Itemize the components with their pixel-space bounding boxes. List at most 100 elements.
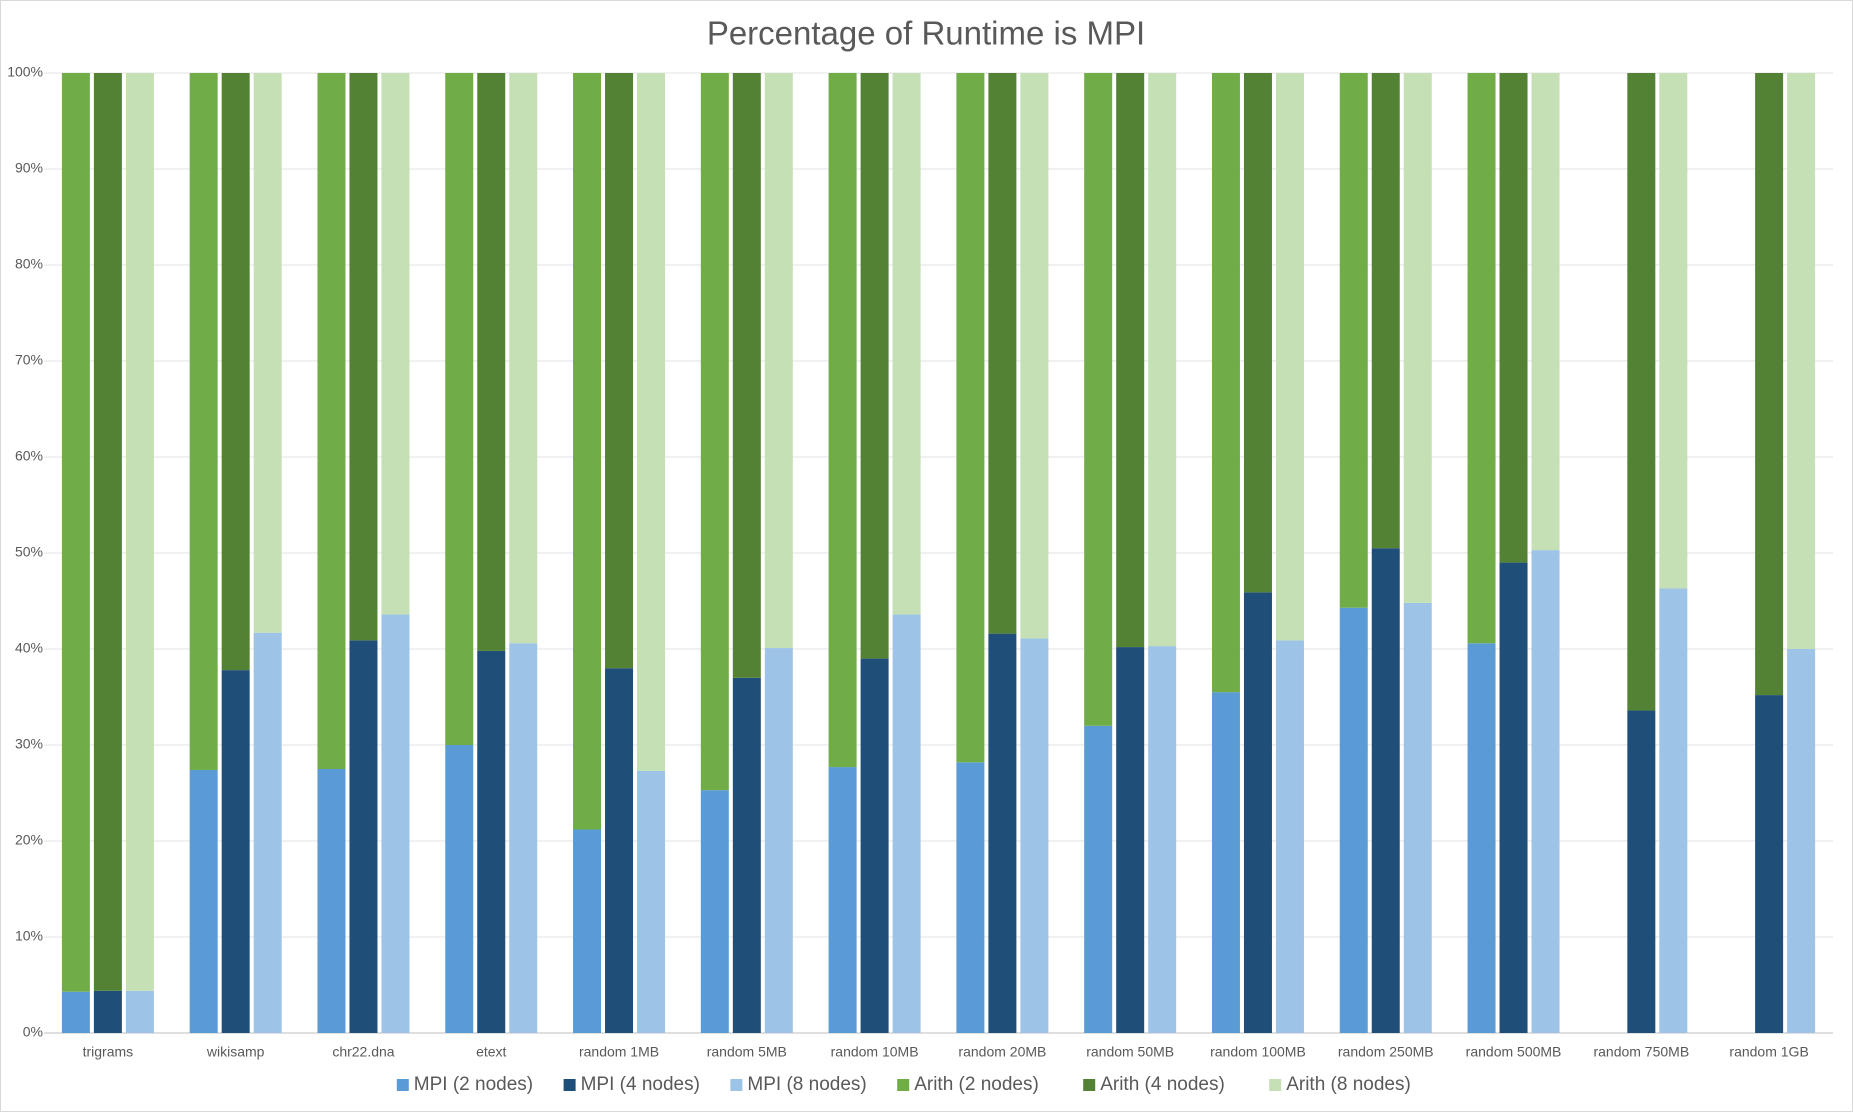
bar-segment — [381, 614, 410, 1033]
bar-segment — [637, 770, 666, 1033]
x-tick-label: random 10MB — [831, 1044, 919, 1060]
bar-segment — [828, 767, 857, 1033]
legend-swatch — [396, 1079, 409, 1091]
bar-segment — [317, 73, 346, 769]
y-tick-label: 70% — [15, 352, 43, 368]
bar-segment — [732, 73, 761, 678]
bar-segment — [93, 990, 122, 1033]
bar-segment — [764, 648, 793, 1033]
x-tick-label: random 500MB — [1466, 1044, 1562, 1060]
bar-segment — [1275, 640, 1304, 1033]
legend-swatch — [563, 1079, 576, 1091]
bar-segment — [956, 762, 985, 1033]
x-tick-label: random 250MB — [1338, 1044, 1434, 1060]
bar-segment — [189, 769, 218, 1033]
legend-label: MPI (8 nodes) — [747, 1074, 866, 1095]
bar-segment — [61, 991, 90, 1033]
bar-segment — [1339, 73, 1368, 608]
legend-label: MPI (4 nodes) — [581, 1074, 700, 1095]
bar-segment — [988, 633, 1017, 1033]
bar-segment — [381, 73, 410, 615]
bar-segment — [700, 790, 729, 1033]
bar-segment — [125, 73, 154, 991]
y-tick-label: 80% — [15, 256, 43, 272]
bar-segment — [317, 769, 346, 1033]
bar-segment — [1339, 607, 1368, 1033]
bar-segment — [1787, 649, 1816, 1033]
bar-segment — [509, 643, 538, 1033]
y-tick-label: 60% — [15, 448, 43, 464]
bar-segment — [253, 632, 282, 1033]
bar-segment — [1211, 692, 1240, 1033]
bar-segment — [892, 614, 921, 1033]
bar-segment — [1116, 73, 1145, 648]
bar-segment — [1627, 710, 1656, 1033]
bar-segment — [1116, 647, 1145, 1033]
bar-segment — [573, 829, 602, 1033]
bar-segment — [1084, 73, 1113, 726]
bar-segment — [349, 640, 378, 1033]
bar-segment — [828, 73, 857, 768]
bar-segment — [253, 73, 282, 633]
bar-segment — [1211, 73, 1240, 693]
bar-segment — [93, 73, 122, 991]
bar-segment — [1275, 73, 1304, 641]
bar-segment — [1627, 73, 1656, 711]
bar-segment — [764, 73, 793, 649]
bar-segment — [892, 73, 921, 615]
bar-segment — [1755, 695, 1784, 1033]
legend-label: Arith (2 nodes) — [914, 1074, 1039, 1095]
bar-segment — [1499, 562, 1528, 1033]
bar-segment — [1403, 602, 1432, 1033]
y-tick-label: 40% — [15, 640, 43, 656]
bar-segment — [1499, 73, 1528, 563]
bar-segment — [221, 670, 250, 1033]
bar-segment — [1020, 73, 1049, 639]
bar-segment — [1531, 73, 1560, 551]
bar-segment — [1755, 73, 1784, 696]
y-tick-label: 20% — [15, 832, 43, 848]
x-tick-label: random 100MB — [1210, 1044, 1306, 1060]
bar-segment — [1084, 725, 1113, 1033]
bar-segment — [1243, 73, 1272, 593]
bar-segment — [700, 73, 729, 791]
x-tick-label: random 1GB — [1729, 1044, 1808, 1060]
bar-segment — [1467, 643, 1496, 1033]
bar-segment — [1787, 73, 1816, 649]
bar-segment — [1371, 548, 1400, 1033]
y-tick-label: 100% — [7, 64, 43, 80]
x-tick-label: etext — [476, 1044, 506, 1060]
y-tick-label: 90% — [15, 160, 43, 176]
bar-segment — [1371, 73, 1400, 549]
y-tick-label: 30% — [15, 736, 43, 752]
bar-segment — [988, 73, 1017, 634]
x-tick-label: trigrams — [83, 1044, 134, 1060]
x-tick-label: chr22.dna — [332, 1044, 394, 1060]
bar-segment — [732, 677, 761, 1033]
bar-segment — [477, 73, 506, 651]
bar-segment — [1659, 73, 1688, 589]
bar-segment — [1020, 638, 1049, 1033]
bar-segment — [1531, 550, 1560, 1033]
y-tick-label: 10% — [15, 928, 43, 944]
legend-label: Arith (8 nodes) — [1286, 1074, 1411, 1095]
chart-title: Percentage of Runtime is MPI — [707, 15, 1145, 52]
bar-segment — [189, 73, 218, 770]
bar-segment — [1243, 592, 1272, 1033]
bar-segment — [509, 73, 538, 644]
bar-segment — [956, 73, 985, 763]
bar-segment — [61, 73, 90, 992]
bar-segment — [637, 73, 666, 771]
legend-swatch — [1083, 1079, 1096, 1091]
legend-swatch — [730, 1079, 743, 1091]
bar-segment — [1148, 73, 1177, 647]
bar-segment — [1659, 588, 1688, 1033]
bar-segment — [1467, 73, 1496, 644]
bar-segment — [605, 668, 634, 1033]
legend-label: Arith (4 nodes) — [1100, 1074, 1225, 1095]
bar-segment — [1148, 646, 1177, 1033]
bar-segment — [1403, 73, 1432, 603]
bar-segment — [573, 73, 602, 830]
bar-segment — [125, 990, 154, 1033]
legend-swatch — [1269, 1079, 1282, 1091]
